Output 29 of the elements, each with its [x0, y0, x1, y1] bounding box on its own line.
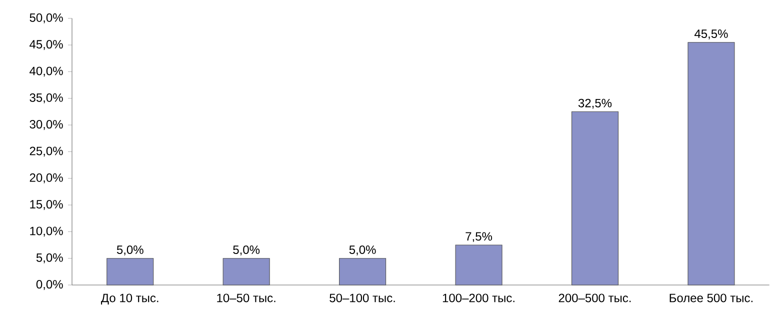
bar: [339, 258, 386, 286]
bar: [106, 258, 154, 286]
x-tick-label: До 10 тыс.: [100, 294, 158, 304]
x-tick-label: 50–100 тыс.: [330, 294, 395, 302]
y-tick-label: 50,0%: [30, 13, 63, 24]
y-tick-label: 0,0%: [36, 280, 63, 290]
y-tick-label: 10,0%: [30, 226, 63, 237]
data-label: 32,5%: [578, 98, 612, 109]
data-label: 5,0%: [116, 245, 144, 256]
data-label: 45,5%: [694, 30, 728, 40]
bar: [571, 111, 619, 286]
y-tick-label: 30,0%: [30, 120, 63, 130]
x-tick-label: Более 500 тыс.: [670, 294, 752, 302]
y-tick-label: 25,0%: [30, 146, 63, 157]
bar: [222, 258, 270, 286]
y-tick-label: 35,0%: [30, 93, 63, 104]
bar: [455, 244, 502, 286]
y-tick-label: 20,0%: [30, 173, 63, 184]
x-tick-label: 100–200 тыс.: [442, 294, 514, 302]
data-label: 5,0%: [349, 245, 376, 256]
data-label: 5,0%: [233, 245, 260, 256]
y-tick-label: 45,0%: [30, 40, 63, 50]
x-tick-label: 200–500 тыс.: [558, 294, 631, 302]
y-tick-label: 40,0%: [30, 66, 63, 77]
data-label: 7,5%: [466, 232, 492, 242]
y-tick-label: 5,0%: [36, 253, 63, 264]
x-tick-label: 10–50 тыс.: [217, 294, 276, 302]
y-tick-label: 15,0%: [30, 200, 63, 210]
bar: [688, 42, 735, 286]
